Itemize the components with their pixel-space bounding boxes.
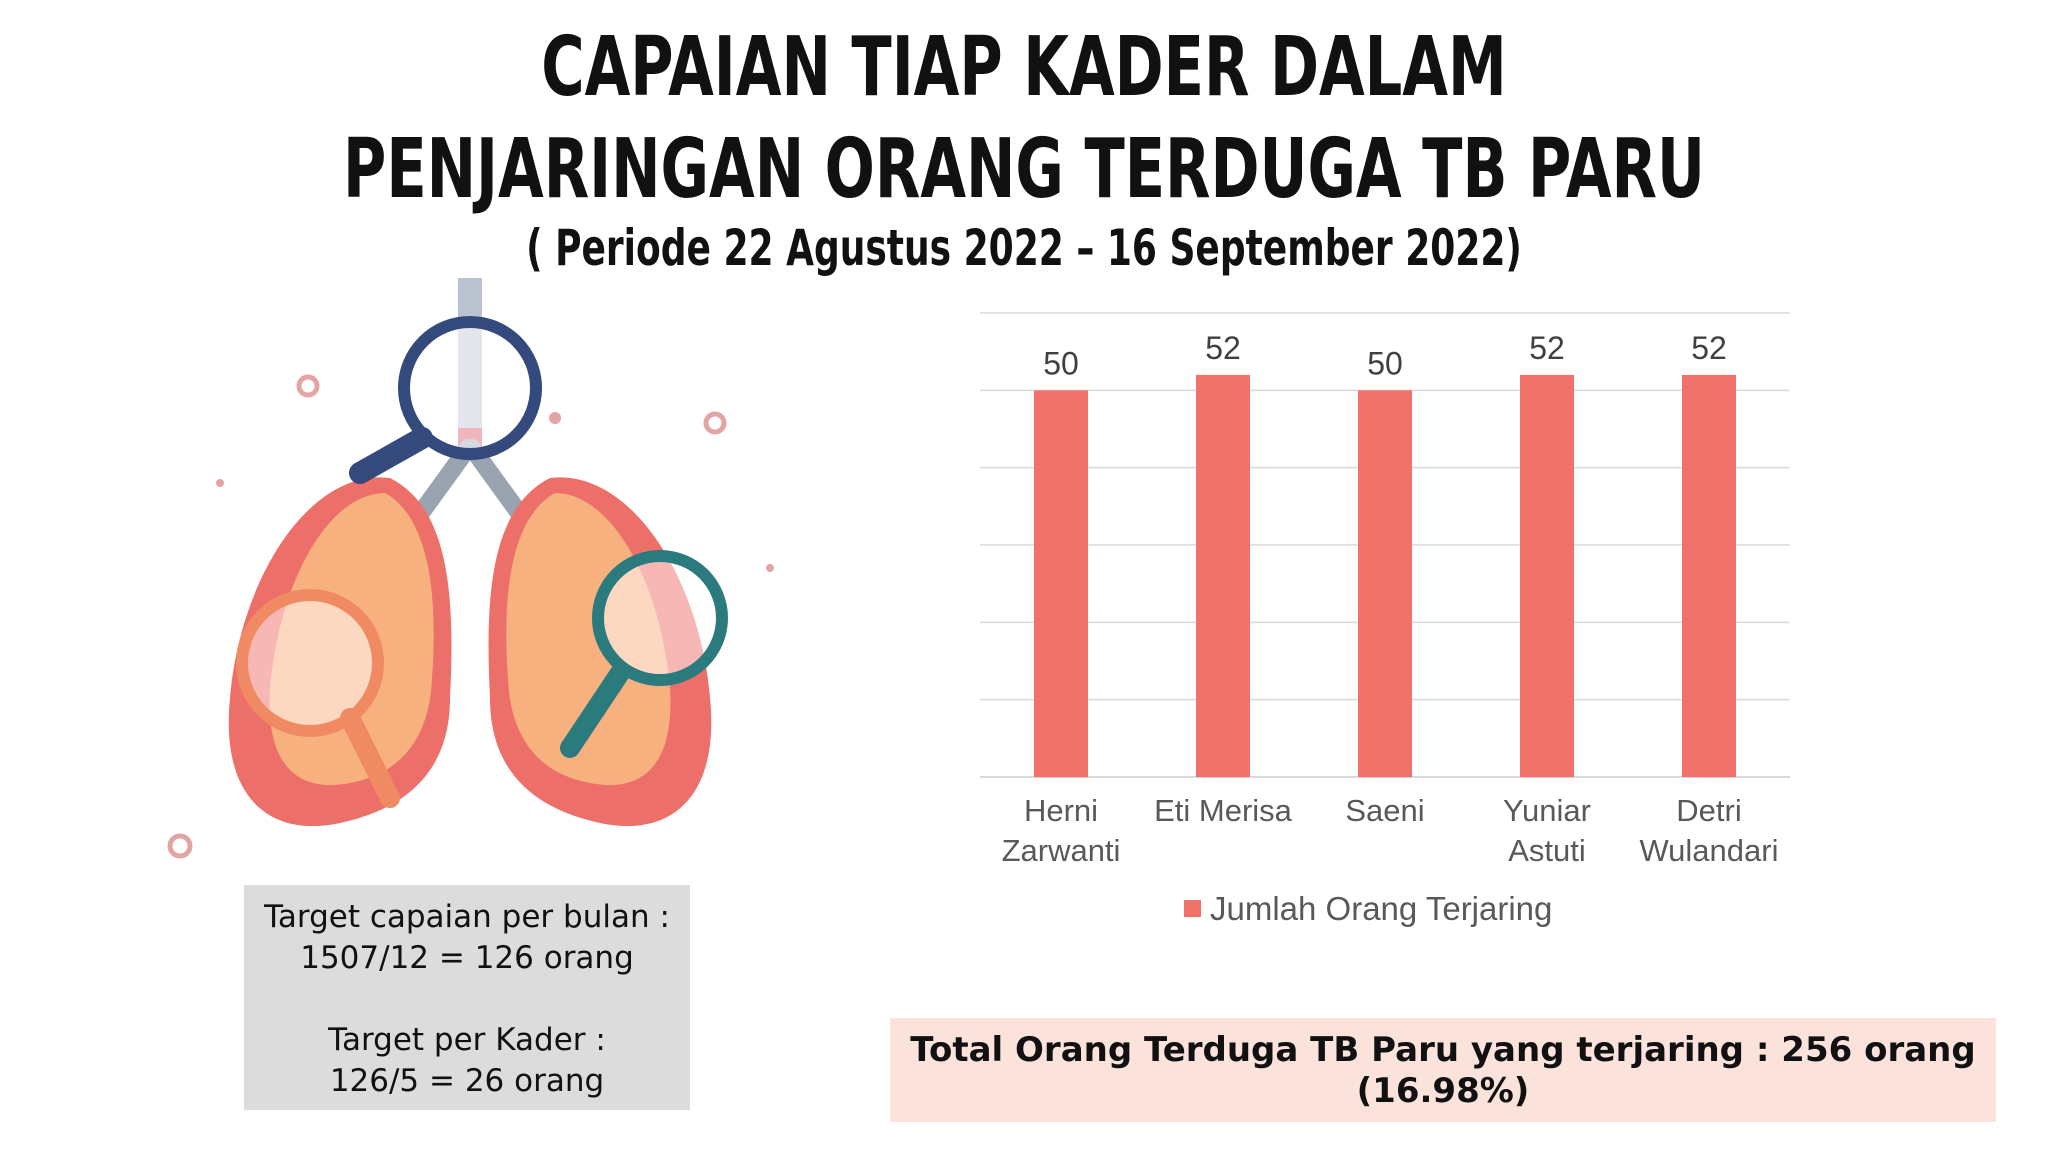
legend-swatch [1184,900,1201,917]
target-info-box: Target capaian per bulan : 1507/12 = 126… [244,885,690,1110]
legend-label: Jumlah Orang Terjaring [1210,890,1552,927]
bar-chart: 50 Herni Zarwanti 52 Eti Merisa 50 Saeni 52 Yuni… [980,312,1790,927]
bar [1520,374,1574,777]
bar [1682,374,1736,777]
x-tick-label: Yuniar Astuti [1503,793,1591,868]
data-label: 52 [1529,330,1565,366]
total-summary-text: Total Orang Terduga TB Paru yang terjari… [910,1030,1976,1070]
period-subtitle: ( Periode 22 Agustus 2022 – 16 September… [526,219,1522,277]
data-label: 52 [1691,330,1727,366]
page-title-line-2: PENJARINGAN ORANG TERDUGA TB PARU [343,122,1705,217]
target-per-cadre-label: Target per Kader : [328,1022,606,1058]
bar [1358,390,1412,777]
bar [1034,390,1088,777]
bar [1196,374,1250,777]
page-title-line-1: CAPAIAN TIAP KADER DALAM [541,20,1507,115]
data-label: 50 [1043,345,1079,381]
target-monthly-label: Target capaian per bulan : [264,899,670,935]
data-label: 50 [1367,345,1403,381]
total-summary-box: Total Orang Terduga TB Paru yang terjari… [890,1018,1996,1122]
x-tick-label: Eti Merisa [1154,793,1293,828]
x-tick-label: Detri Wulandari [1639,793,1778,868]
target-monthly-value: 1507/12 = 126 orang [300,940,634,976]
lungs-magnifier-illustration [167,278,774,859]
target-per-cadre-value: 126/5 = 26 orang [329,1063,605,1099]
total-summary-percent: (16.98%) [1356,1071,1530,1111]
x-tick-label: Herni Zarwanti [1002,793,1121,868]
x-tick-label: Saeni [1345,793,1424,828]
data-label: 52 [1205,330,1241,366]
